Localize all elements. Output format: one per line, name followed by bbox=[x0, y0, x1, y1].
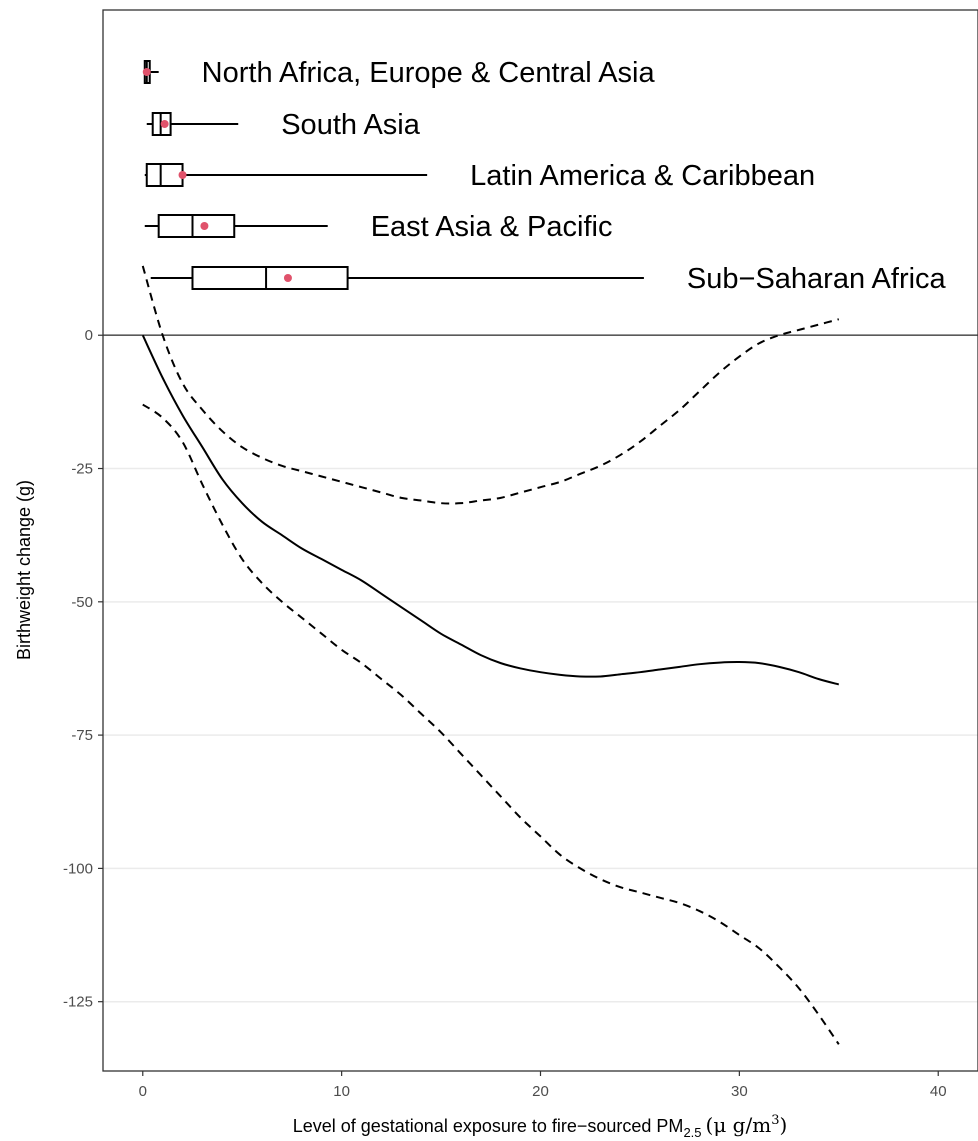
boxplot-label: South Asia bbox=[281, 109, 421, 141]
boxplot-row: East Asia & Pacific bbox=[144, 211, 613, 243]
x-axis-title-unit-close: ) bbox=[779, 1113, 787, 1137]
boxplot-mean-point bbox=[160, 120, 169, 128]
y-tick-label: -100 bbox=[63, 860, 93, 877]
x-axis-title: Level of gestational exposure to fire−so… bbox=[293, 1113, 788, 1140]
plot-panel-background bbox=[103, 10, 978, 1071]
curves-layer bbox=[141, 265, 840, 1045]
x-tick-label: 10 bbox=[333, 1083, 350, 1100]
boxplot-mean-point bbox=[200, 222, 209, 230]
upper-ci-curve bbox=[141, 265, 840, 505]
x-tick-label: 30 bbox=[731, 1083, 748, 1100]
boxplot-mean-point bbox=[142, 68, 151, 76]
boxplot-box bbox=[145, 163, 184, 187]
y-tick-label: 0 bbox=[85, 327, 93, 344]
boxplot-box bbox=[157, 214, 236, 238]
boxplot-mean-point bbox=[178, 171, 187, 179]
boxplot-label: Latin America & Caribbean bbox=[470, 160, 815, 192]
boxplot-label: Sub−Saharan Africa bbox=[687, 263, 947, 295]
estimate-curve bbox=[141, 334, 840, 686]
boxplot-row: South Asia bbox=[146, 109, 421, 141]
x-tick-label: 40 bbox=[930, 1083, 947, 1100]
y-axis-title: Birthweight change (g) bbox=[14, 480, 34, 660]
boxplot-mean-point bbox=[283, 274, 292, 282]
gridlines bbox=[103, 467, 978, 1003]
boxplot-box bbox=[191, 266, 349, 290]
x-axis-title-superscript: 3 bbox=[771, 1113, 779, 1128]
x-tick-label: 0 bbox=[139, 1083, 147, 1100]
y-axis-ticks: 0 -25 -50 -75 -100 -125 bbox=[63, 327, 103, 1011]
y-tick-label: -125 bbox=[63, 994, 93, 1011]
boxplot-row: Latin America & Caribbean bbox=[144, 160, 815, 192]
plot-panel-border bbox=[102, 9, 978, 1072]
x-axis-ticks: 0 10 20 30 40 bbox=[139, 1071, 947, 1100]
x-axis-title-subscript: 2.5 bbox=[683, 1125, 701, 1140]
y-tick-label: -25 bbox=[71, 461, 93, 478]
boxplots-layer: North Africa, Europe & Central Asia South… bbox=[142, 57, 947, 295]
lower-ci-curve bbox=[142, 403, 840, 1045]
boxplot-label: East Asia & Pacific bbox=[371, 211, 613, 243]
boxplot-row: Sub−Saharan Africa bbox=[150, 263, 947, 295]
boxplot-row: North Africa, Europe & Central Asia bbox=[142, 57, 656, 89]
y-tick-label: -75 bbox=[71, 727, 93, 744]
boxplot-label: North Africa, Europe & Central Asia bbox=[202, 57, 656, 89]
x-tick-label: 20 bbox=[532, 1083, 549, 1100]
x-axis-title-unit: (μ g/m bbox=[706, 1113, 772, 1137]
y-tick-label: -50 bbox=[71, 594, 93, 611]
